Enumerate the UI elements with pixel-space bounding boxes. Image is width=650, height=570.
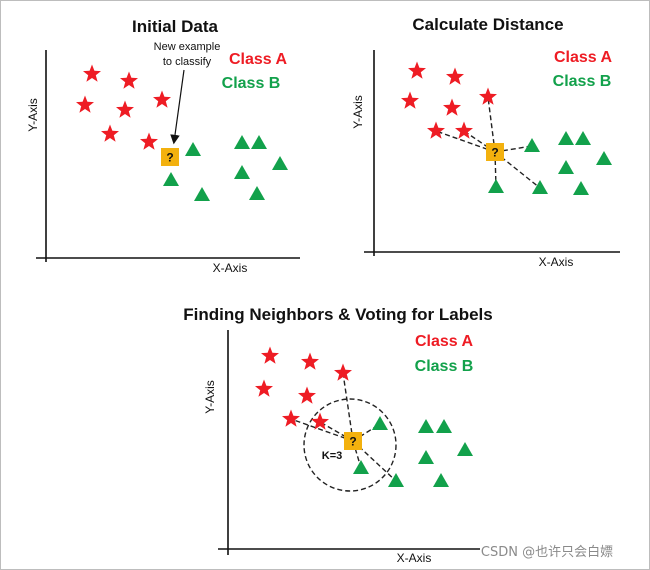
k-neighborhood-circle (303, 398, 397, 492)
legend-class-a: Class A (554, 49, 613, 66)
star-icon (83, 64, 101, 82)
triangle-icon (372, 416, 388, 430)
star-icon (427, 121, 445, 139)
triangle-icon (234, 135, 250, 149)
triangle-icon (573, 181, 589, 195)
star-icon (479, 87, 497, 105)
panel-title: Finding Neighbors & Voting for Labels (183, 305, 492, 324)
axes-lines (218, 330, 480, 555)
triangle-icon (596, 151, 612, 165)
star-icon (298, 386, 316, 404)
x-axis-label: X-Axis (397, 551, 432, 565)
question-box-icon (486, 143, 504, 161)
star-icon (101, 124, 119, 142)
query-symbol: ? (166, 151, 173, 165)
triangle-icon (418, 450, 434, 464)
question-box-icon (161, 148, 179, 166)
question-box-icon (344, 432, 362, 450)
star-icon (140, 132, 158, 150)
triangle-icon (249, 186, 265, 200)
triangle-icon (388, 473, 404, 487)
triangle-icon (532, 180, 548, 194)
panel-3-points: ? (255, 346, 473, 487)
triangle-icon (272, 156, 288, 170)
y-axis-label: Y-Axis (351, 95, 365, 129)
star-icon (116, 100, 134, 118)
triangle-icon (433, 473, 449, 487)
star-icon (408, 61, 426, 79)
annotation-line-2: to classify (163, 56, 212, 68)
legend-class-a: Class A (415, 333, 474, 350)
panel-voting: Finding Neighbors & Voting for Labels X-… (183, 305, 492, 565)
star-icon (401, 91, 419, 109)
legend-class-a: Class A (229, 51, 288, 68)
watermark: CSDN @也许只会白嫖 (481, 544, 613, 560)
query-symbol: ? (491, 146, 498, 160)
triangle-icon (194, 187, 210, 201)
panel-title: Initial Data (132, 17, 219, 36)
panel-calculate-distance: Calculate Distance X-Axis Y-Axis Class A… (351, 15, 620, 269)
arrow-icon (170, 69, 185, 145)
star-icon (120, 71, 138, 89)
y-axis-label: Y-Axis (26, 98, 40, 132)
star-icon (301, 352, 319, 370)
query-symbol: ? (349, 435, 356, 449)
triangle-icon (575, 131, 591, 145)
triangle-icon (251, 135, 267, 149)
x-axis-label: X-Axis (539, 255, 574, 269)
panel-title: Calculate Distance (412, 15, 563, 34)
axes-lines (36, 50, 300, 262)
legend-class-b: Class B (222, 75, 281, 92)
panel-1-points: ? (76, 64, 288, 201)
legend-class-b: Class B (415, 358, 474, 375)
x-axis-label: X-Axis (213, 261, 248, 275)
star-icon (443, 98, 461, 116)
star-icon (455, 121, 473, 139)
star-icon (255, 379, 273, 397)
star-icon (311, 412, 329, 430)
triangle-icon (185, 142, 201, 156)
star-icon (153, 90, 171, 108)
star-icon (76, 95, 94, 113)
y-axis-label: Y-Axis (203, 380, 217, 414)
star-icon (334, 363, 352, 381)
triangle-icon (558, 131, 574, 145)
triangle-icon (457, 442, 473, 456)
triangle-icon (524, 138, 540, 152)
triangle-icon (418, 419, 434, 433)
triangle-icon (353, 460, 369, 474)
k-label: K=3 (322, 450, 343, 462)
star-icon (446, 67, 464, 85)
star-icon (261, 346, 279, 364)
triangle-icon (234, 165, 250, 179)
triangle-icon (163, 172, 179, 186)
triangle-icon (488, 179, 504, 193)
triangle-icon (558, 160, 574, 174)
panel-2-points: ? (401, 61, 612, 195)
legend-class-b: Class B (553, 73, 612, 90)
star-icon (282, 409, 300, 427)
annotation-line-1: New example (154, 41, 221, 53)
axes-lines (364, 50, 620, 256)
triangle-icon (436, 419, 452, 433)
panel-initial-data: Initial Data X-Axis Y-Axis Class A Class… (26, 17, 300, 275)
